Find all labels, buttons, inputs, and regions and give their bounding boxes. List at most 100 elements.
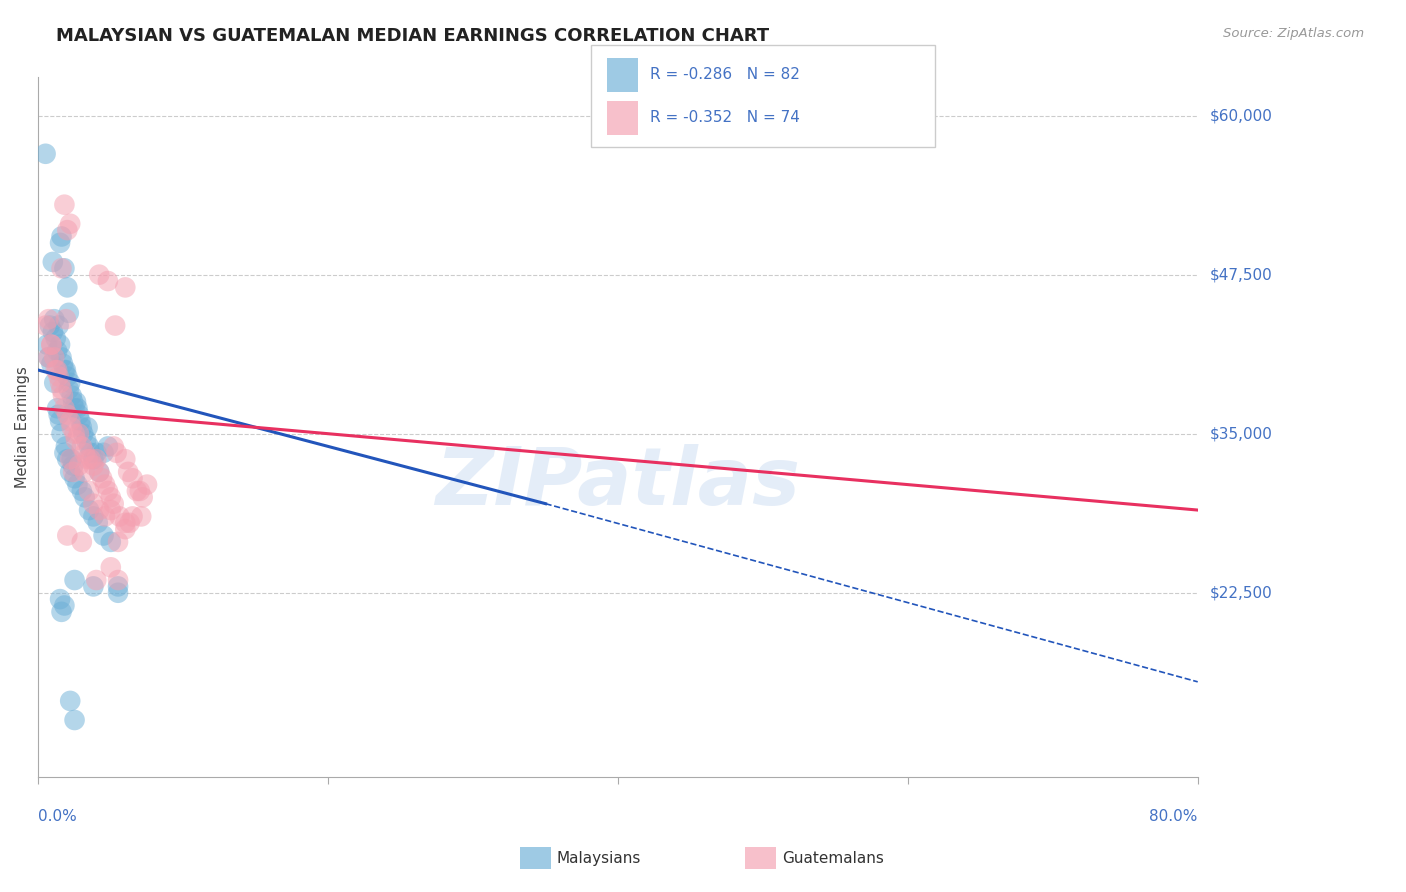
- Point: [114, 522, 136, 536]
- Point: [97, 483, 120, 498]
- Point: [35, 337, 58, 351]
- Point: [44, 376, 66, 390]
- Point: [48, 408, 70, 422]
- Point: [103, 439, 125, 453]
- Point: [65, 433, 87, 447]
- Point: [105, 446, 128, 460]
- Point: [49, 235, 72, 250]
- Point: [59, 414, 82, 428]
- Text: $35,000: $35,000: [1209, 426, 1272, 442]
- Point: [67, 426, 90, 441]
- Point: [56, 452, 79, 467]
- Point: [129, 509, 152, 524]
- Point: [114, 516, 136, 530]
- Text: ZIPatlas: ZIPatlas: [436, 444, 800, 523]
- Point: [73, 446, 96, 460]
- Point: [58, 382, 80, 396]
- Point: [89, 268, 111, 282]
- Point: [77, 503, 100, 517]
- Point: [70, 420, 93, 434]
- Point: [56, 528, 79, 542]
- Text: $47,500: $47,500: [1209, 268, 1272, 282]
- Point: [53, 261, 76, 276]
- Point: [70, 439, 93, 453]
- Point: [97, 274, 120, 288]
- Point: [100, 534, 122, 549]
- Point: [39, 318, 62, 333]
- Point: [73, 491, 96, 505]
- Point: [41, 357, 63, 371]
- Point: [89, 465, 111, 479]
- Point: [51, 426, 73, 441]
- Point: [131, 491, 153, 505]
- Point: [53, 363, 76, 377]
- Point: [77, 483, 100, 498]
- Point: [79, 452, 101, 467]
- Point: [121, 471, 143, 485]
- Point: [104, 318, 127, 333]
- Point: [82, 458, 104, 473]
- Point: [76, 452, 98, 467]
- Text: $60,000: $60,000: [1209, 108, 1272, 123]
- Point: [59, 376, 82, 390]
- Point: [51, 261, 73, 276]
- Point: [49, 337, 72, 351]
- Point: [93, 528, 115, 542]
- Point: [107, 534, 129, 549]
- Point: [41, 337, 63, 351]
- Point: [103, 497, 125, 511]
- Text: Source: ZipAtlas.com: Source: ZipAtlas.com: [1223, 27, 1364, 40]
- Point: [37, 351, 59, 365]
- Point: [89, 503, 111, 517]
- Point: [100, 560, 122, 574]
- Point: [60, 452, 83, 467]
- Point: [56, 280, 79, 294]
- Point: [87, 516, 110, 530]
- Point: [93, 446, 115, 460]
- Point: [51, 229, 73, 244]
- Point: [37, 351, 59, 365]
- Point: [91, 471, 114, 485]
- Point: [69, 414, 91, 428]
- Point: [44, 351, 66, 365]
- Point: [70, 483, 93, 498]
- Point: [82, 579, 104, 593]
- Point: [55, 312, 77, 326]
- Point: [118, 516, 141, 530]
- Point: [84, 446, 107, 460]
- Point: [107, 586, 129, 600]
- Point: [73, 465, 96, 479]
- Point: [53, 599, 76, 613]
- Point: [67, 458, 90, 473]
- Point: [62, 465, 84, 479]
- Point: [48, 318, 70, 333]
- Y-axis label: Median Earnings: Median Earnings: [15, 367, 30, 488]
- Point: [125, 483, 148, 498]
- Point: [41, 337, 63, 351]
- Point: [42, 255, 65, 269]
- Point: [97, 439, 120, 453]
- Point: [117, 465, 139, 479]
- Point: [108, 509, 131, 524]
- Point: [67, 408, 90, 422]
- Point: [76, 420, 98, 434]
- Point: [37, 312, 59, 326]
- Point: [63, 471, 86, 485]
- Point: [48, 369, 70, 384]
- Point: [136, 477, 159, 491]
- Point: [75, 433, 97, 447]
- Point: [66, 401, 89, 416]
- Text: 0.0%: 0.0%: [38, 809, 77, 824]
- Point: [107, 579, 129, 593]
- Point: [59, 465, 82, 479]
- Point: [51, 605, 73, 619]
- Point: [49, 592, 72, 607]
- Point: [56, 369, 79, 384]
- Point: [49, 376, 72, 390]
- Text: Malaysians: Malaysians: [557, 851, 641, 865]
- Point: [56, 408, 79, 422]
- Point: [84, 573, 107, 587]
- Point: [94, 477, 117, 491]
- Point: [46, 363, 69, 377]
- Point: [82, 497, 104, 511]
